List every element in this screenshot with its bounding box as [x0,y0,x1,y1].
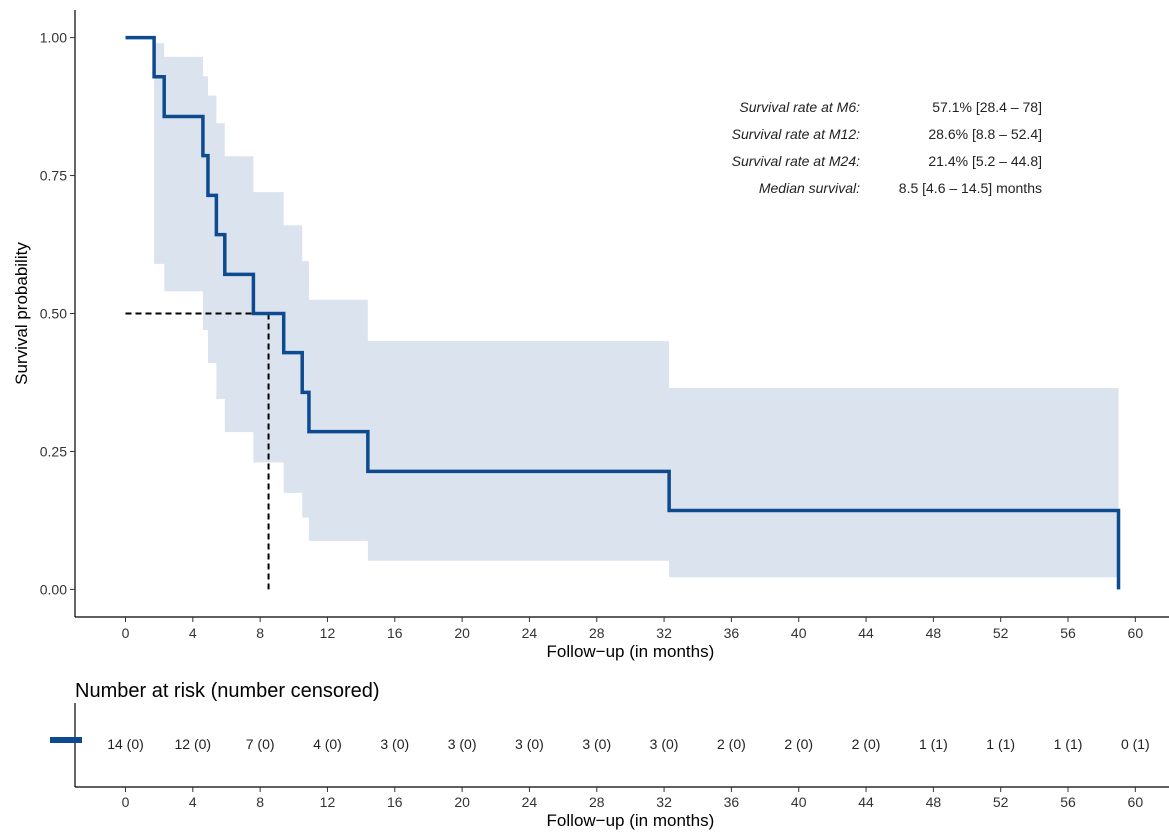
stat-label: Survival rate at M24: [732,153,860,169]
y-axis-title: Survival probability [12,242,31,385]
stat-value: 8.5 [4.6 – 14.5] months [899,180,1042,196]
x-tick-label: 16 [387,625,403,641]
risk-table-title: Number at risk (number censored) [75,680,380,702]
x-tick-label: 20 [454,625,470,641]
risk-x-tick-label: 52 [993,794,1009,810]
stat-label: Survival rate at M12: [732,126,860,142]
survival-curve [125,35,1121,590]
risk-x-tick-label: 36 [724,794,740,810]
risk-x-tick-label: 44 [858,794,874,810]
risk-cell: 3 (0) [380,736,409,752]
risk-cell: 1 (1) [986,736,1015,752]
y-tick-label: 1.00 [40,30,67,46]
risk-x-tick-label: 56 [1060,794,1076,810]
y-tick-label: 0.75 [40,168,67,184]
x-tick-label: 8 [256,625,264,641]
x-tick-label: 0 [122,625,130,641]
risk-cell: 3 (0) [650,736,679,752]
risk-table: Number at risk (number censored) 14 (0) 0 1… [50,680,1169,830]
risk-cell: 14 (0) [107,736,144,752]
risk-x-axis-title: Follow−up (in months) [547,811,715,830]
x-tick-label: 32 [656,625,672,641]
x-tick-label: 56 [1060,625,1076,641]
risk-cell: 0 (1) [1121,736,1150,752]
risk-x-tick-label: 20 [454,794,470,810]
risk-cell: 7 (0) [246,736,275,752]
risk-x-tick-label: 48 [926,794,942,810]
risk-cell: 12 (0) [175,736,212,752]
risk-x-tick-label: 24 [522,794,538,810]
risk-cell: 1 (1) [919,736,948,752]
x-tick-label: 52 [993,625,1009,641]
y-tick-label: 0.25 [40,443,67,459]
x-tick-label: 40 [791,625,807,641]
risk-cell: 2 (0) [717,736,746,752]
risk-x-tick-label: 8 [256,794,264,810]
x-tick-label: 36 [724,625,740,641]
stat-value: 21.4% [5.2 – 44.8] [928,153,1042,169]
risk-x-tick-label: 0 [122,794,130,810]
x-tick-label: 4 [189,625,197,641]
risk-x-tick-label: 4 [189,794,197,810]
risk-x-tick-label: 16 [387,794,403,810]
stat-label: Median survival: [759,180,860,196]
x-tick-label: 12 [320,625,336,641]
risk-cell: 3 (0) [448,736,477,752]
survival-plot: 0.000.250.500.751.000 4 8 12 16 20 24 28 32 36 40 4… [12,10,1169,661]
x-tick-label: 44 [858,625,874,641]
x-tick-label: 60 [1128,625,1144,641]
risk-cell: 4 (0) [313,736,342,752]
risk-x-tick-label: 40 [791,794,807,810]
stat-value: 28.6% [8.8 – 52.4] [928,126,1042,142]
risk-cell: 1 (1) [1054,736,1083,752]
x-tick-label: 24 [522,625,538,641]
risk-x-tick-label: 60 [1128,794,1144,810]
x-tick-label: 48 [926,625,942,641]
risk-cell: 3 (0) [515,736,544,752]
risk-cell: 2 (0) [784,736,813,752]
risk-x-tick-label: 28 [589,794,605,810]
x-axis-title: Follow−up (in months) [547,642,715,661]
risk-x-tick-label: 12 [320,794,336,810]
risk-cell: 3 (0) [582,736,611,752]
x-tick-label: 28 [589,625,605,641]
risk-x-tick-label: 32 [656,794,672,810]
y-tick-label: 0.00 [40,581,67,597]
survival-stats-annotation: Survival rate at M6: 57.1% [28.4 – 78] Sur… [732,99,1042,196]
stat-label: Survival rate at M6: [739,99,860,115]
y-tick-label: 0.50 [40,306,67,322]
risk-cell: 2 (0) [852,736,881,752]
confidence-band [125,37,1119,578]
stat-value: 57.1% [28.4 – 78] [932,99,1042,115]
